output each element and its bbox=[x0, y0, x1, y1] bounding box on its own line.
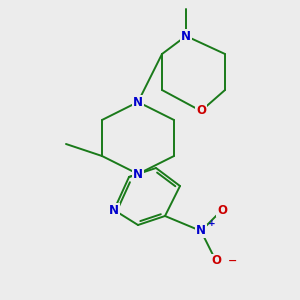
Text: −: − bbox=[228, 256, 237, 266]
Text: +: + bbox=[208, 219, 215, 228]
Text: O: O bbox=[217, 203, 227, 217]
Text: N: N bbox=[109, 203, 119, 217]
Text: N: N bbox=[196, 224, 206, 238]
Text: O: O bbox=[211, 254, 221, 268]
Text: N: N bbox=[181, 29, 191, 43]
Text: N: N bbox=[133, 167, 143, 181]
Text: O: O bbox=[196, 104, 206, 118]
Text: N: N bbox=[133, 95, 143, 109]
